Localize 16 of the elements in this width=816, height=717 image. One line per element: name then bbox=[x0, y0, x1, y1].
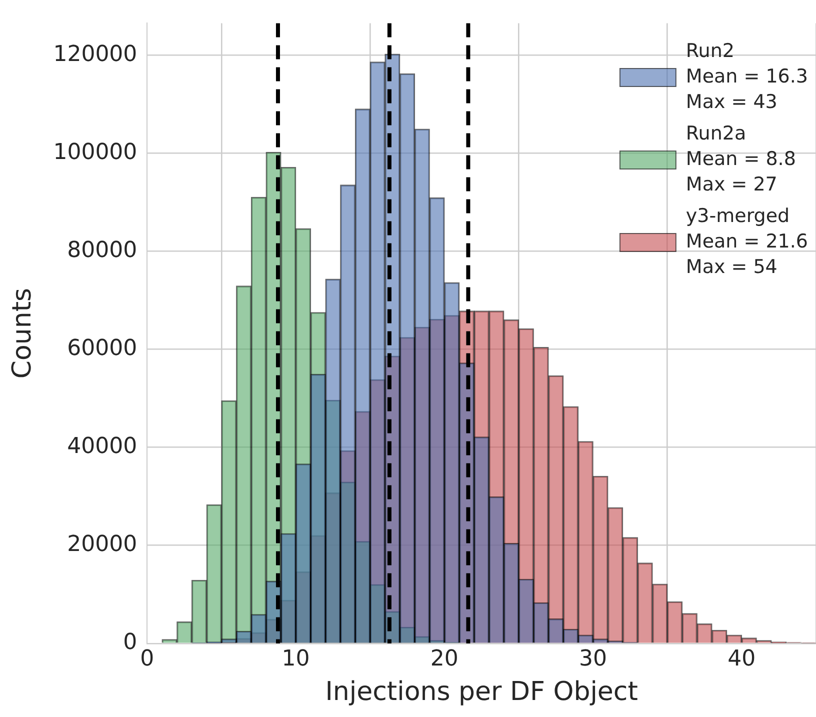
y-axis-title: Counts bbox=[7, 288, 38, 379]
legend-label: Run2 Mean = 16.3 Max = 43 bbox=[686, 40, 808, 113]
x-tick-label: 0 bbox=[140, 646, 154, 672]
y-tick-label: 0 bbox=[123, 630, 138, 656]
y-tick-label: 120000 bbox=[53, 42, 138, 67]
x-tick-label: 20 bbox=[430, 646, 458, 672]
y-tick-label: 100000 bbox=[53, 140, 138, 165]
legend-label: y3-merged Mean = 21.6 Max = 54 bbox=[686, 204, 808, 278]
x-tick-label: 10 bbox=[282, 646, 310, 672]
y-tick-label: 60000 bbox=[67, 336, 138, 361]
x-tick-label: 30 bbox=[579, 646, 608, 672]
y-tick-label: 40000 bbox=[67, 434, 138, 460]
x-tick-label: 40 bbox=[728, 646, 756, 672]
y-tick-label: 80000 bbox=[67, 238, 138, 263]
x-axis-title: Injections per DF Object bbox=[325, 677, 638, 708]
y-tick-label: 20000 bbox=[67, 532, 138, 558]
